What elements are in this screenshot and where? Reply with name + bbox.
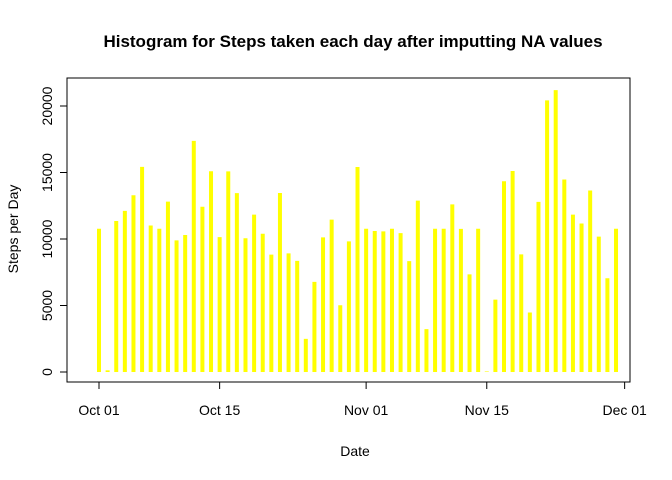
chart-title: Histogram for Steps taken each day after… [103,32,602,51]
y-tick-label: 10000 [39,219,55,258]
y-axis-label: Steps per Day [5,185,21,274]
x-tick-label: Nov 15 [465,402,510,418]
y-tick-label: 5000 [39,290,55,321]
x-tick-label: Oct 01 [78,402,119,418]
bars-group [97,90,619,372]
y-tick-label: 20000 [39,86,55,125]
axes-group: Oct 01 Oct 15 Nov 01 Nov 15 Dec 01 0 5000 10000… [39,86,647,418]
x-tick-label: Dec 01 [602,402,647,418]
y-tick-label: 0 [39,368,55,376]
x-tick-label: Oct 15 [199,402,240,418]
x-axis-label: Date [340,443,370,459]
x-tick-label: Nov 01 [344,402,389,418]
y-tick-label: 15000 [39,153,55,192]
